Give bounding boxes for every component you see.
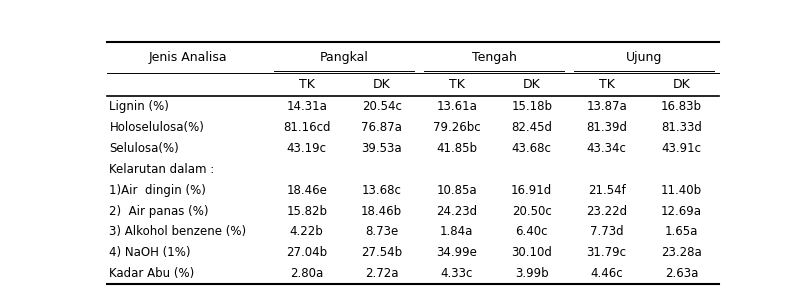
- Text: Selulosa(%): Selulosa(%): [110, 142, 179, 155]
- Text: 1.84a: 1.84a: [440, 225, 473, 238]
- Text: 81.39d: 81.39d: [586, 121, 627, 134]
- Text: 6.40c: 6.40c: [515, 225, 548, 238]
- Text: Tengah: Tengah: [472, 51, 517, 64]
- Text: TK: TK: [599, 78, 615, 91]
- Text: 27.54b: 27.54b: [361, 246, 402, 259]
- Text: 39.53a: 39.53a: [361, 142, 402, 155]
- Text: 24.23d: 24.23d: [436, 205, 477, 217]
- Text: 8.73e: 8.73e: [365, 225, 398, 238]
- Text: 21.54f: 21.54f: [588, 184, 625, 197]
- Text: 2.72a: 2.72a: [365, 267, 398, 280]
- Text: 81.16cd: 81.16cd: [283, 121, 330, 134]
- Text: TK: TK: [449, 78, 464, 91]
- Text: 3.99b: 3.99b: [515, 267, 549, 280]
- Text: DK: DK: [373, 78, 391, 91]
- Text: 1.65a: 1.65a: [665, 225, 698, 238]
- Text: 20.54c: 20.54c: [362, 100, 401, 113]
- Text: 2)  Air panas (%): 2) Air panas (%): [110, 205, 209, 217]
- Text: 23.22d: 23.22d: [586, 205, 627, 217]
- Text: 34.99e: 34.99e: [436, 246, 477, 259]
- Text: Jenis Analisa: Jenis Analisa: [149, 51, 227, 64]
- Text: 7.73d: 7.73d: [590, 225, 624, 238]
- Text: 11.40b: 11.40b: [661, 184, 702, 197]
- Text: Pangkal: Pangkal: [320, 51, 368, 64]
- Text: 20.50c: 20.50c: [512, 205, 551, 217]
- Text: 18.46b: 18.46b: [361, 205, 402, 217]
- Text: Kelarutan dalam :: Kelarutan dalam :: [110, 163, 214, 176]
- Text: 3) Alkohol benzene (%): 3) Alkohol benzene (%): [110, 225, 247, 238]
- Text: Ujung: Ujung: [626, 51, 663, 64]
- Text: Holoselulosa(%): Holoselulosa(%): [110, 121, 205, 134]
- Text: 31.79c: 31.79c: [587, 246, 627, 259]
- Text: 82.45d: 82.45d: [511, 121, 552, 134]
- Text: 4) NaOH (1%): 4) NaOH (1%): [110, 246, 191, 259]
- Text: 79.26bc: 79.26bc: [433, 121, 480, 134]
- Text: 23.28a: 23.28a: [661, 246, 702, 259]
- Text: 18.46e: 18.46e: [286, 184, 327, 197]
- Text: 16.83b: 16.83b: [661, 100, 702, 113]
- Text: 16.91d: 16.91d: [511, 184, 552, 197]
- Text: 13.68c: 13.68c: [362, 184, 401, 197]
- Text: 13.87a: 13.87a: [586, 100, 627, 113]
- Text: DK: DK: [523, 78, 541, 91]
- Text: 2.80a: 2.80a: [290, 267, 323, 280]
- Text: 2.63a: 2.63a: [665, 267, 698, 280]
- Text: 15.18b: 15.18b: [511, 100, 552, 113]
- Text: 4.46c: 4.46c: [590, 267, 623, 280]
- Text: 43.34c: 43.34c: [587, 142, 626, 155]
- Text: Lignin (%): Lignin (%): [110, 100, 169, 113]
- Text: 43.91c: 43.91c: [662, 142, 702, 155]
- Text: 12.69a: 12.69a: [661, 205, 702, 217]
- Text: 30.10d: 30.10d: [511, 246, 552, 259]
- Text: 4.33c: 4.33c: [441, 267, 473, 280]
- Text: 27.04b: 27.04b: [286, 246, 327, 259]
- Text: 10.85a: 10.85a: [436, 184, 477, 197]
- Text: Kadar Abu (%): Kadar Abu (%): [110, 267, 195, 280]
- Text: 43.68c: 43.68c: [512, 142, 551, 155]
- Text: 13.61a: 13.61a: [436, 100, 477, 113]
- Text: DK: DK: [673, 78, 691, 91]
- Text: 14.31a: 14.31a: [286, 100, 327, 113]
- Text: 43.19c: 43.19c: [287, 142, 326, 155]
- Text: 41.85b: 41.85b: [436, 142, 477, 155]
- Text: 15.82b: 15.82b: [286, 205, 327, 217]
- Text: 1)Air  dingin (%): 1)Air dingin (%): [110, 184, 206, 197]
- Text: 76.87a: 76.87a: [361, 121, 402, 134]
- Text: 81.33d: 81.33d: [661, 121, 702, 134]
- Text: 4.22b: 4.22b: [290, 225, 323, 238]
- Text: TK: TK: [299, 78, 314, 91]
